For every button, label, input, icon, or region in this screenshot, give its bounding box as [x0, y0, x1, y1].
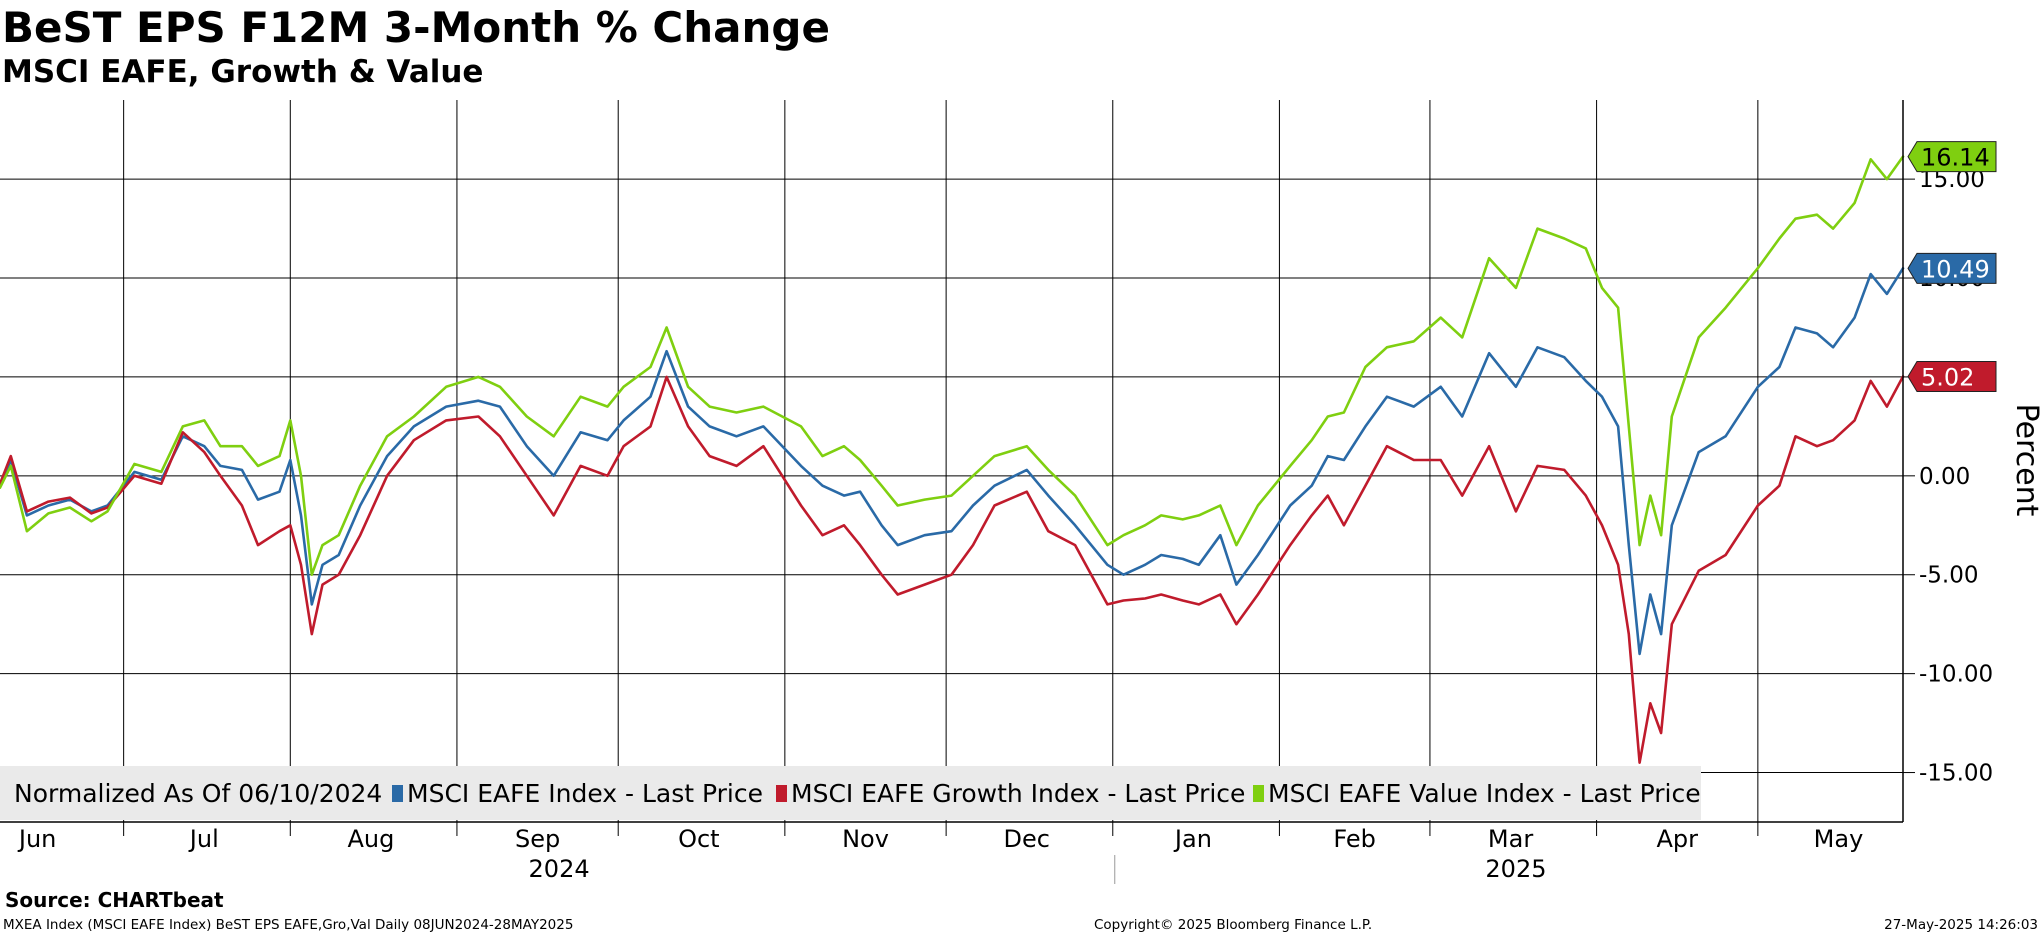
x-tick-label: Jun: [17, 825, 57, 853]
legend-swatch: [776, 785, 787, 802]
series-line: [0, 267, 1905, 656]
x-tick-label: Jul: [188, 825, 219, 853]
y-axis-title: Percent: [2009, 404, 2041, 517]
copyright-notice: Copyright© 2025 Bloomberg Finance L.P.: [1094, 917, 1373, 933]
series-layer: [0, 155, 1905, 764]
legend-entry: MSCI EAFE Index - Last Price: [407, 779, 763, 808]
timestamp: 27-May-2025 14:26:03: [1884, 917, 2038, 933]
last-value-badge: [1907, 141, 1997, 173]
x-tick-label: May: [1814, 825, 1864, 853]
y-tick-label: -15.00: [1919, 761, 1993, 787]
x-tick-label: Jan: [1173, 825, 1212, 853]
series-line: [0, 375, 1905, 764]
x-tick-label: Feb: [1333, 825, 1376, 853]
x-tick-label: Apr: [1656, 825, 1698, 853]
chart-title: BeST EPS F12M 3-Month % Change: [2, 3, 830, 52]
legend-box: [0, 766, 1701, 820]
last-value-badge: [1907, 252, 1997, 284]
x-tick-label: Oct: [678, 825, 720, 853]
legend-entry: MSCI EAFE Growth Index - Last Price: [791, 779, 1245, 808]
grid-layer: [0, 100, 1903, 822]
source-label: Source: CHARTbeat: [5, 888, 224, 912]
x-tick-label: Aug: [347, 825, 394, 853]
legend: Normalized As Of 06/10/2024 MSCI EAFE Ind…: [0, 766, 1701, 820]
axis-layer: -15.00-10.00-5.000.005.0010.0015.00JunJu…: [0, 100, 2041, 884]
legend-swatch: [392, 785, 403, 802]
x-tick-label: Sep: [515, 825, 560, 853]
y-tick-label: -10.00: [1919, 662, 1993, 688]
last-value-label: 16.14: [1921, 144, 1990, 172]
x-tick-label: Mar: [1488, 825, 1533, 853]
last-value-badge: [1907, 361, 1997, 393]
y-tick-label: -5.00: [1919, 563, 1979, 589]
x-year-label: 2024: [529, 855, 590, 883]
y-tick-label: 0.00: [1919, 464, 1970, 490]
legend-swatch: [1253, 785, 1264, 802]
x-year-label: 2025: [1485, 855, 1546, 883]
series-line: [0, 155, 1905, 576]
x-tick-label: Nov: [842, 825, 889, 853]
x-tick-label: Dec: [1004, 825, 1050, 853]
last-value-badges: 10.49 5.02 16.14: [1907, 141, 1997, 393]
last-value-label: 10.49: [1921, 255, 1990, 283]
chart-subtitle: MSCI EAFE, Growth & Value: [2, 54, 484, 90]
last-value-label: 5.02: [1921, 364, 1974, 392]
index-description: MXEA Index (MSCI EAFE Index) BeST EPS EA…: [3, 917, 574, 933]
legend-entry: MSCI EAFE Value Index - Last Price: [1268, 779, 1701, 808]
legend-note: Normalized As Of 06/10/2024: [14, 779, 382, 808]
